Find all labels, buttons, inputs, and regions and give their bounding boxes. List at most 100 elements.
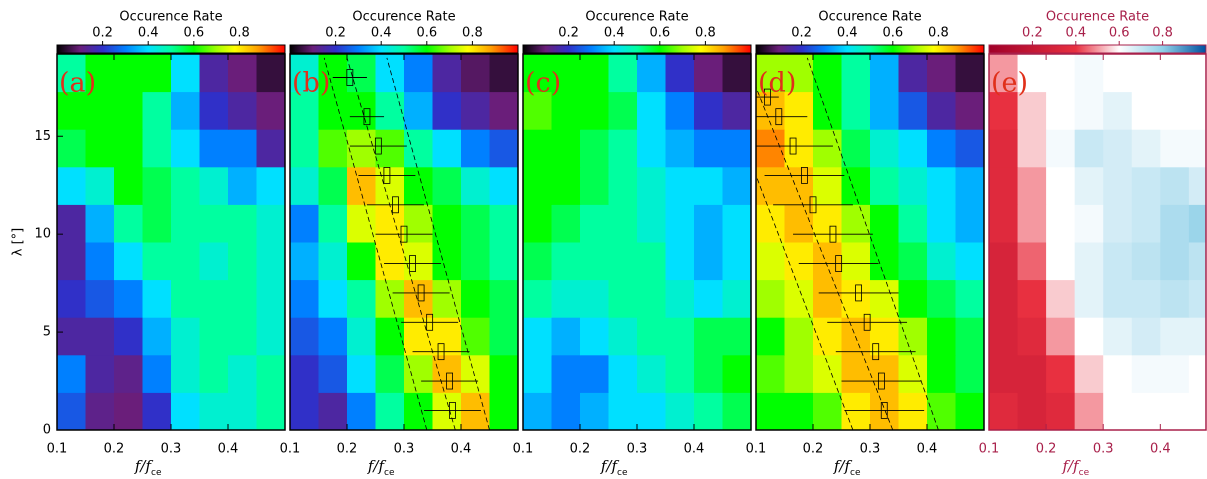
ridge-box — [392, 196, 399, 214]
heat-cell — [637, 204, 666, 243]
heat-cell — [347, 354, 376, 393]
heat-cell — [523, 392, 552, 430]
heat-cell — [1160, 242, 1190, 281]
heat-cell — [784, 317, 814, 356]
heat-cell — [290, 392, 319, 430]
heat-cell — [955, 129, 984, 168]
x-tick-label: 0.3 — [161, 442, 182, 457]
heat-cell — [489, 392, 518, 430]
heat-cell — [318, 204, 348, 243]
y-axis-label: λ [°] — [11, 228, 26, 256]
heat-cell — [1074, 354, 1104, 393]
heat-cell — [756, 242, 785, 281]
heat-cell — [927, 392, 956, 430]
heat-cell — [1160, 317, 1190, 356]
colorbar-tick-label: 0.8 — [928, 26, 949, 41]
heat-cell — [57, 354, 86, 393]
heat-cell — [489, 317, 518, 356]
heat-cell — [637, 317, 666, 356]
heat-cell — [989, 242, 1019, 281]
heat-cell — [57, 129, 86, 168]
heat-cell — [375, 279, 405, 318]
heat-cell — [171, 242, 200, 281]
heat-cell — [927, 91, 956, 130]
heat-cell — [1046, 129, 1076, 168]
x-tick-label: 0.1 — [280, 442, 301, 457]
heat-cell — [665, 354, 695, 393]
heat-cell — [1074, 91, 1104, 130]
heat-cell — [927, 317, 956, 356]
heat-cell — [142, 354, 172, 393]
heat-cell — [722, 91, 751, 130]
heat-cell — [1103, 354, 1133, 393]
heat-cell — [375, 392, 405, 430]
heat-cell — [551, 54, 581, 93]
heat-cell — [1160, 204, 1190, 243]
heat-cell — [841, 129, 871, 168]
colorbar-tick-label: 0.4 — [371, 26, 392, 41]
panel-label: (b) — [292, 68, 330, 99]
heat-cell — [841, 279, 871, 318]
heat-cell — [870, 279, 899, 318]
heat-cell — [318, 392, 348, 430]
heat-cell — [665, 242, 695, 281]
heat-cell — [228, 129, 257, 168]
heat-cell — [1046, 204, 1076, 243]
heat-cell — [432, 91, 462, 130]
heat-cell — [1046, 354, 1076, 393]
heat-cell — [1103, 317, 1133, 356]
heat-cell — [142, 91, 172, 130]
colorbar-tick-label: 0.6 — [882, 26, 903, 41]
x-tick-label: 0.3 — [1093, 442, 1114, 457]
heat-cell — [256, 279, 285, 318]
heat-cell — [489, 54, 518, 93]
heat-cell — [1103, 91, 1133, 130]
x-tick-label: 0.2 — [104, 442, 125, 457]
heat-cell — [461, 91, 490, 130]
heat-cell — [1017, 392, 1047, 430]
heat-cell — [694, 392, 723, 430]
heat-cell — [85, 317, 115, 356]
heat-cell — [722, 354, 751, 393]
heat-cell — [523, 204, 552, 243]
heat-cell — [665, 129, 695, 168]
colorbar-tick-label: 0.6 — [416, 26, 437, 41]
heat-cell — [1103, 54, 1133, 93]
heat-cell — [318, 317, 348, 356]
heat-cell — [955, 204, 984, 243]
heat-cell — [756, 129, 785, 168]
heat-cell — [989, 392, 1019, 430]
heat-cell — [228, 354, 257, 393]
ridge-box — [446, 372, 454, 390]
heat-cell — [228, 317, 257, 356]
heat-cell — [927, 166, 956, 205]
colorbar-tick-label: 0.2 — [558, 26, 579, 41]
heat-cell — [199, 91, 229, 130]
heat-cell — [347, 317, 376, 356]
colorbar-tick-label: 0.2 — [325, 26, 346, 41]
heat-cell — [523, 166, 552, 205]
heat-cell — [114, 354, 143, 393]
heat-cell — [228, 392, 257, 430]
heat-cell — [489, 166, 518, 205]
fit-line — [323, 57, 428, 430]
ridge-box — [400, 225, 408, 243]
x-tick-label: 0.3 — [860, 442, 881, 457]
heat-cell — [784, 166, 814, 205]
heat-cell — [1188, 354, 1206, 393]
heat-cell — [870, 392, 899, 430]
heat-cell — [171, 129, 200, 168]
heat-cell — [756, 54, 785, 93]
heat-cell — [1160, 129, 1190, 168]
heat-cell — [813, 354, 842, 393]
heat-cell — [1017, 354, 1047, 393]
heat-cell — [694, 354, 723, 393]
heat-cell — [694, 242, 723, 281]
heat-cell — [142, 242, 172, 281]
heat-cell — [841, 166, 871, 205]
heat-cell — [1017, 317, 1047, 356]
ridge-box — [437, 343, 445, 361]
heat-cell — [142, 204, 172, 243]
heat-cell — [1074, 279, 1104, 318]
